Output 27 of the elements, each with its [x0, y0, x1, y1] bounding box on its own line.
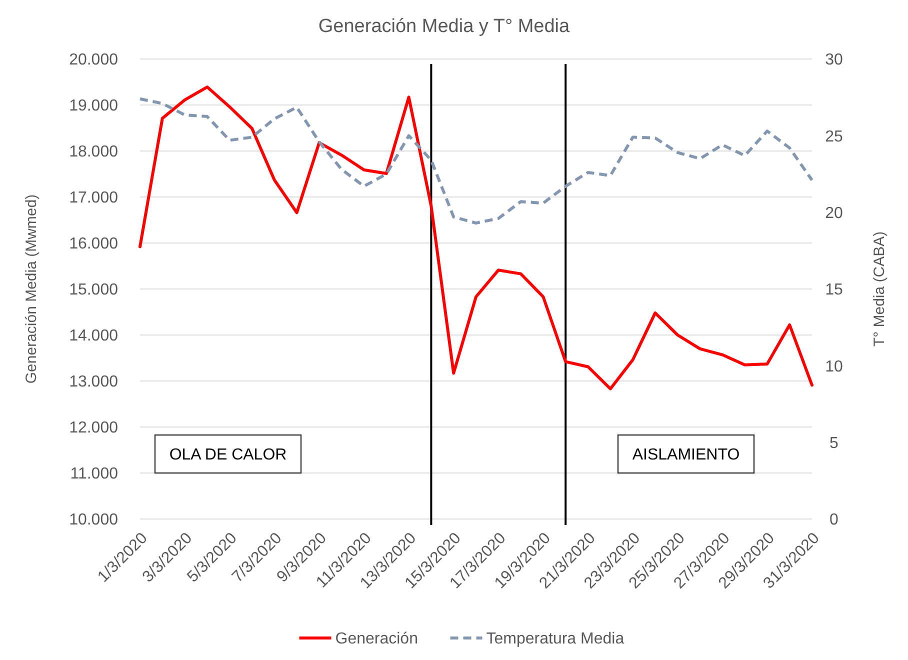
y2-tick-label: 15 [825, 282, 843, 299]
y2-tick-label: 5 [830, 434, 839, 452]
y-tick-label: 14.000 [69, 328, 118, 345]
y2-tick-label: 10 [825, 358, 843, 376]
y2-tick-label: 20 [825, 204, 843, 222]
line-series [138, 97, 814, 225]
y2-tick-label: 25 [825, 128, 843, 146]
y-axis-title: Generación Media (Mwmed) [23, 194, 40, 384]
legend-label: Temperatura Media [486, 630, 624, 648]
y2-tick-label: 0 [830, 512, 839, 529]
y2-tick-label: 30 [825, 52, 843, 69]
y-tick-label: 13.000 [69, 374, 118, 391]
annotation: AISLAMIENTO [632, 446, 740, 464]
y-tick-label: 19.000 [69, 98, 118, 115]
y-tick-label: 15.000 [69, 282, 118, 299]
legend-label: Generación [335, 630, 418, 648]
annotation: OLA DE CALOR [169, 446, 287, 464]
y2-axis-title: T° Media (CABA) [871, 231, 888, 347]
y-tick-label: 16.000 [69, 236, 118, 253]
y-tick-label: 10.000 [69, 512, 118, 529]
y-tick-label: 17.000 [69, 190, 118, 207]
y-tick-label: 11.000 [70, 466, 118, 483]
y-tick-label: 20.000 [69, 52, 118, 69]
chart-title: Generación Media y T° Media [318, 16, 570, 37]
y-tick-label: 18.000 [69, 144, 118, 161]
y-tick-label: 12.000 [69, 420, 118, 437]
line-series [138, 86, 814, 390]
